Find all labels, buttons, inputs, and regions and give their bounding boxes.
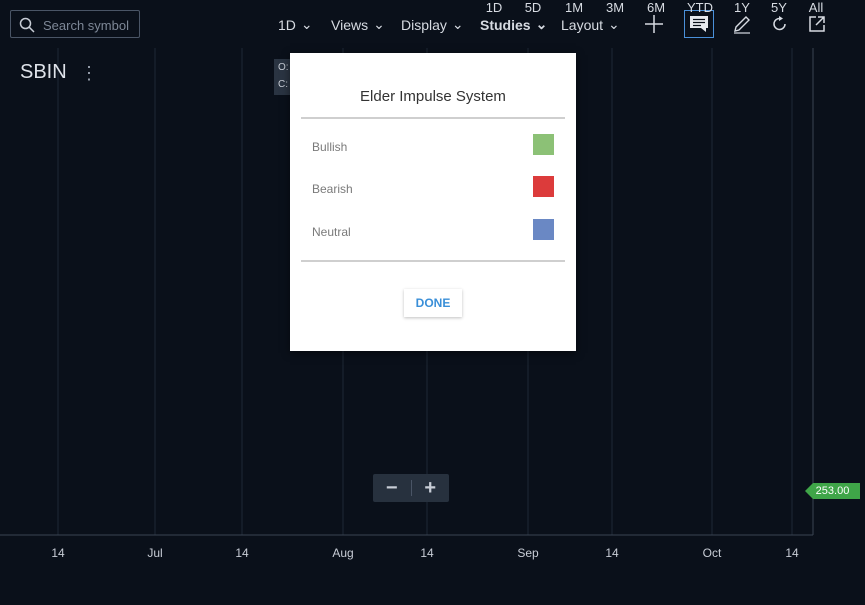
reset-button[interactable]	[767, 11, 793, 37]
date-axis-label: Oct	[702, 546, 722, 560]
search-input[interactable]	[41, 15, 141, 35]
info-panel-button[interactable]	[684, 10, 714, 38]
bearish-label: Bearish	[312, 182, 353, 196]
chevron-down-icon: ⌄	[535, 16, 548, 32]
display-label: Display	[401, 16, 447, 33]
search-icon	[19, 17, 35, 33]
range-button-5y[interactable]: 5Y	[771, 0, 787, 15]
chevron-down-icon: ⌄	[300, 16, 313, 32]
zoom-in-button[interactable]: +	[424, 476, 437, 499]
comment-icon	[690, 16, 708, 32]
layout-label: Layout	[561, 16, 604, 33]
symbol-name: SBIN	[20, 61, 67, 83]
done-button[interactable]: DONE	[404, 289, 462, 317]
refresh-icon	[773, 16, 786, 31]
date-axis-label: 14	[51, 546, 65, 560]
range-button-3m[interactable]: 3M	[605, 0, 625, 15]
studies-menu[interactable]: Studies ⌄	[480, 16, 547, 33]
ohlc-readout: O: C:	[274, 59, 290, 95]
views-menu[interactable]: Views ⌄	[331, 16, 385, 33]
studies-label: Studies	[480, 16, 531, 33]
bullish-color-swatch[interactable]	[533, 134, 554, 155]
symbol-menu-icon[interactable]: ⋮	[80, 63, 98, 83]
chevron-down-icon: ⌄	[451, 16, 464, 32]
toolbar: 1D⌄ Views⌄ Display⌄ Studies⌄ Layout⌄	[0, 0, 865, 48]
date-axis-label: 14	[420, 546, 434, 560]
range-button-1m[interactable]: 1M	[564, 0, 584, 15]
last-price-badge: 253.00	[805, 483, 860, 499]
chevron-down-icon: ⌄	[608, 16, 620, 32]
neutral-color-swatch[interactable]	[533, 219, 554, 240]
date-axis-label: 14	[785, 546, 799, 560]
ohlc-open-prefix: O:	[278, 62, 289, 73]
external-link-icon	[809, 16, 825, 32]
display-menu[interactable]: Display ⌄	[401, 16, 464, 33]
interval-menu[interactable]: 1D ⌄	[278, 16, 313, 33]
ohlc-close-prefix: C:	[278, 79, 288, 90]
chevron-down-icon: ⌄	[373, 16, 385, 32]
popout-button[interactable]	[804, 11, 830, 37]
plus-icon	[645, 15, 663, 33]
zoom-divider	[410, 480, 412, 496]
date-axis-label: Sep	[517, 546, 539, 560]
pencil-icon	[734, 16, 750, 34]
date-axis-label: Aug	[332, 546, 354, 560]
bearish-color-swatch[interactable]	[533, 176, 554, 197]
range-button-5d[interactable]: 5D	[524, 0, 542, 15]
crosshair-button[interactable]	[641, 11, 667, 37]
zoom-controls: − +	[373, 474, 449, 502]
divider	[301, 117, 565, 119]
layout-menu[interactable]: Layout ⌄	[561, 16, 620, 33]
date-axis-label: Jul	[147, 546, 163, 560]
range-button-1d[interactable]: 1D	[485, 0, 503, 15]
elder-impulse-dialog: Elder Impulse System Bullish Bearish Neu…	[290, 53, 576, 351]
search-box[interactable]	[10, 10, 141, 38]
range-button-6m[interactable]: 6M	[646, 0, 666, 15]
interval-label: 1D	[278, 16, 296, 33]
price-chart[interactable]	[0, 48, 865, 540]
date-axis-label: 14	[235, 546, 249, 560]
range-button-all[interactable]: All	[808, 0, 824, 15]
range-button-ytd[interactable]: YTD	[687, 0, 713, 15]
draw-button[interactable]	[729, 11, 755, 37]
divider	[301, 260, 565, 262]
neutral-label: Neutral	[312, 225, 351, 239]
views-label: Views	[331, 16, 369, 33]
zoom-out-button[interactable]: −	[385, 476, 398, 499]
bullish-label: Bullish	[312, 140, 348, 154]
date-axis-label: 14	[605, 546, 619, 560]
dialog-title: Elder Impulse System	[360, 88, 506, 105]
range-button-1y[interactable]: 1Y	[734, 0, 750, 15]
